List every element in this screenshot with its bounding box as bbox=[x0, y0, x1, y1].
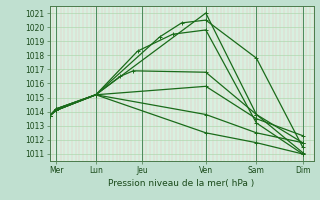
X-axis label: Pression niveau de la mer( hPa ): Pression niveau de la mer( hPa ) bbox=[108, 179, 255, 188]
